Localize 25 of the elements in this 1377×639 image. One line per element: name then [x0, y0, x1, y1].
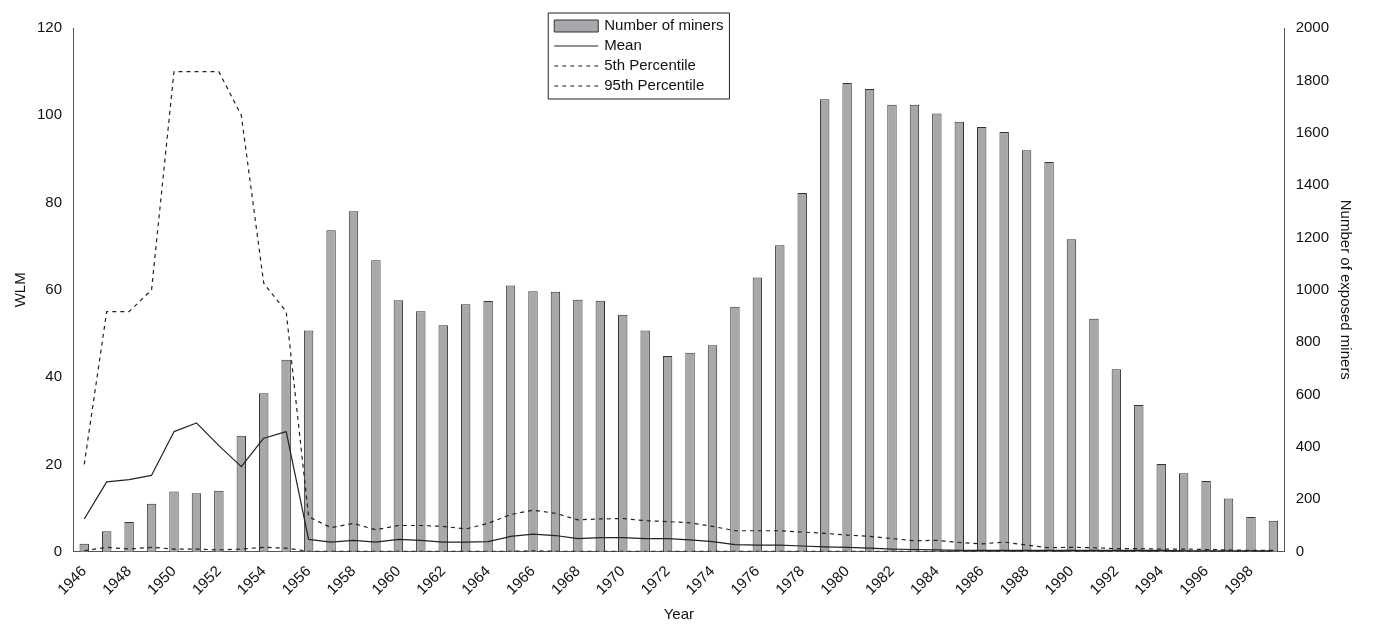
y2-axis-title: Number of exposed miners — [1337, 199, 1355, 380]
legend-label: Mean — [604, 36, 642, 54]
y-tick-label: 40 — [45, 367, 63, 385]
y2-tick-label: 800 — [1295, 332, 1321, 350]
y2-tick-label: 0 — [1295, 541, 1304, 559]
legend-label: 5th Percentile — [604, 56, 696, 74]
x-axis-title: Year — [663, 605, 694, 623]
legend-label: 95th Percentile — [604, 76, 705, 94]
y2-tick-label: 200 — [1295, 489, 1321, 507]
legend-label: Number of miners — [604, 16, 724, 34]
y2-tick-label: 1600 — [1295, 122, 1330, 140]
y2-tick-label: 400 — [1295, 437, 1321, 455]
y2-tick-label: 600 — [1295, 384, 1321, 402]
y-axis-title: WLM — [11, 272, 29, 308]
y2-tick-label: 1200 — [1295, 227, 1330, 245]
y2-tick-label: 1800 — [1295, 70, 1330, 88]
y-tick-label: 20 — [45, 454, 63, 472]
y-tick-label: 0 — [53, 541, 63, 559]
y-tick-label: 100 — [37, 105, 63, 123]
y-tick-label: 60 — [45, 279, 63, 297]
y2-tick-label: 2000 — [1295, 18, 1330, 36]
y2-tick-label: 1000 — [1295, 279, 1330, 297]
y-tick-label: 80 — [45, 192, 63, 210]
y2-tick-label: 1400 — [1295, 175, 1330, 193]
y-tick-label: 120 — [37, 18, 63, 36]
